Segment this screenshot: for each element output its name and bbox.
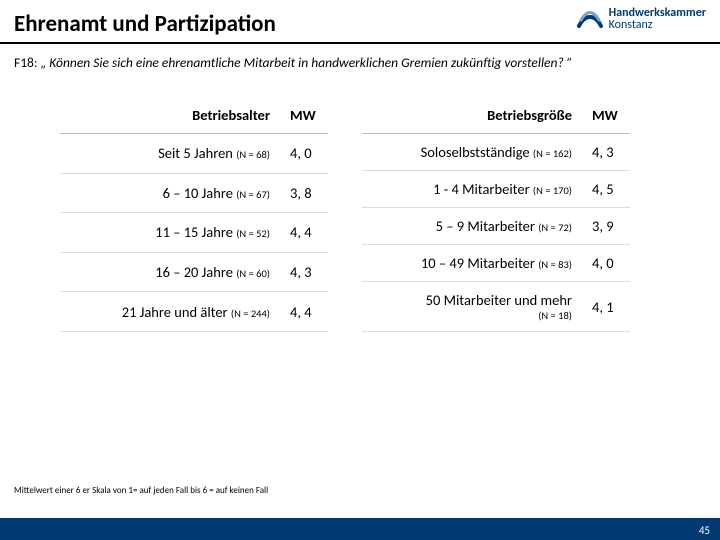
question-line: F18: „ Können Sie sich eine ehrenamtlich… [0, 44, 720, 75]
tables-container: Betriebsalter MW Seit 5 Jahren (N = 68)4… [0, 75, 720, 332]
row-value: 4, 3 [280, 252, 328, 292]
table-row: 21 Jahre und älter (N = 244)4, 4 [60, 292, 328, 332]
row-label: 10 – 49 Mitarbeiter (N = 83) [362, 245, 582, 282]
row-value: 4, 0 [582, 245, 630, 282]
table-row: 50 Mitarbeiter und mehr (N = 18)4, 1 [362, 282, 630, 332]
row-label: 11 – 15 Jahre (N = 52) [60, 213, 280, 253]
table-row: 16 – 20 Jahre (N = 60)4, 3 [60, 252, 328, 292]
row-value: 4, 4 [280, 213, 328, 253]
row-label: 21 Jahre und älter (N = 244) [60, 292, 280, 332]
row-label: Seit 5 Jahren (N = 68) [60, 134, 280, 174]
row-value: 3, 8 [280, 173, 328, 213]
table-row: 1 - 4 Mitarbeiter (N = 170)4, 5 [362, 171, 630, 208]
table-right: Betriebsgröße MW Soloselbstständige (N =… [362, 97, 630, 332]
row-value: 4, 0 [280, 134, 328, 174]
row-label: 6 – 10 Jahre (N = 67) [60, 173, 280, 213]
footnote: Mittelwert einer 6 er Skala von 1= auf j… [14, 485, 268, 496]
logo-icon [577, 6, 603, 32]
row-label: 16 – 20 Jahre (N = 60) [60, 252, 280, 292]
row-value: 4, 5 [582, 171, 630, 208]
th-mw-right: MW [582, 97, 630, 134]
row-label: 1 - 4 Mitarbeiter (N = 170) [362, 171, 582, 208]
row-label: Soloselbstständige (N = 162) [362, 134, 582, 171]
table-row: Seit 5 Jahren (N = 68)4, 0 [60, 134, 328, 174]
table-left: Betriebsalter MW Seit 5 Jahren (N = 68)4… [60, 97, 328, 332]
row-label: 5 – 9 Mitarbeiter (N = 72) [362, 208, 582, 245]
page-number: 45 [699, 524, 710, 537]
row-value: 3, 9 [582, 208, 630, 245]
question-text: „ Können Sie sich eine ehrenamtliche Mit… [41, 54, 573, 71]
table-row: 10 – 49 Mitarbeiter (N = 83)4, 0 [362, 245, 630, 282]
footer-bar: 45 [0, 518, 720, 540]
row-label: 50 Mitarbeiter und mehr (N = 18) [362, 282, 582, 332]
brand-logo: Handwerkskammer Konstanz [577, 6, 706, 32]
table-row: 11 – 15 Jahre (N = 52)4, 4 [60, 213, 328, 253]
th-label-right: Betriebsgröße [362, 97, 582, 134]
row-value: 4, 4 [280, 292, 328, 332]
table-row: Soloselbstständige (N = 162)4, 3 [362, 134, 630, 171]
row-value: 4, 1 [582, 282, 630, 332]
table-row: 6 – 10 Jahre (N = 67)3, 8 [60, 173, 328, 213]
logo-line2: Konstanz [609, 19, 706, 31]
question-code: F18: [14, 54, 38, 71]
th-mw-left: MW [280, 97, 328, 134]
table-row: 5 – 9 Mitarbeiter (N = 72)3, 9 [362, 208, 630, 245]
row-value: 4, 3 [582, 134, 630, 171]
th-label-left: Betriebsalter [60, 97, 280, 134]
